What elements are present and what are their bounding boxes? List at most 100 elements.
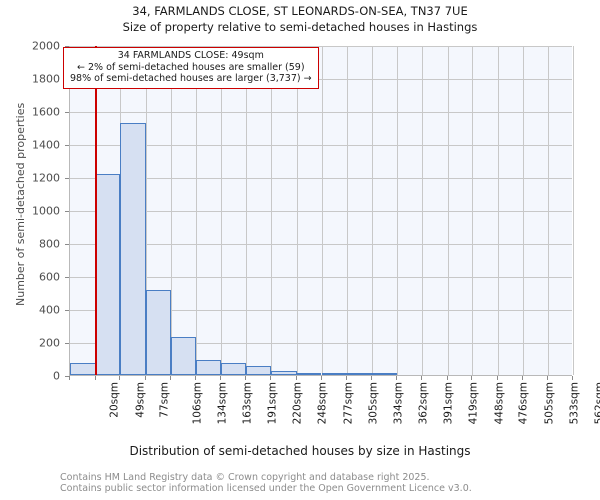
x-axis-tick-mark (496, 376, 498, 380)
gridline (70, 310, 572, 311)
gridline (371, 46, 373, 375)
x-axis-tick-mark (346, 376, 348, 380)
footer-line-2: Contains public sector information licen… (60, 483, 472, 494)
x-axis-tick-label: 533sqm (568, 382, 581, 425)
x-axis-tick-label: 106sqm (191, 382, 204, 425)
x-axis-tick-mark (396, 376, 398, 380)
x-axis-tick-mark (471, 376, 473, 380)
histogram-bar (95, 173, 121, 375)
y-axis-tick-mark (65, 46, 69, 47)
gridline (296, 46, 298, 375)
annotation-line-1: 34 FARMLANDS CLOSE: 49sqm (117, 50, 264, 61)
gridline (347, 46, 349, 375)
gridline (70, 112, 572, 113)
x-axis-tick-label: 49sqm (134, 382, 147, 418)
histogram-bar (170, 337, 197, 375)
gridline (145, 46, 147, 375)
footer-attribution: Contains HM Land Registry data © Crown c… (60, 472, 580, 494)
gridline (497, 46, 499, 375)
gridline (472, 46, 474, 375)
y-axis-tick-label: 1800 (32, 72, 60, 86)
y-axis-tick-label: 200 (39, 336, 60, 350)
gridline (321, 46, 323, 375)
x-axis-tick-label: 220sqm (291, 382, 304, 425)
x-axis-tick-mark (320, 376, 322, 380)
chart-title-block: 34, FARMLANDS CLOSE, ST LEONARDS-ON-SEA,… (0, 4, 600, 35)
x-axis-tick-mark (547, 376, 549, 380)
histogram-bar (246, 365, 272, 375)
x-axis-tick-label: 419sqm (467, 382, 480, 425)
x-axis-tick-label: 562sqm (593, 382, 600, 425)
y-axis-tick-label: 800 (39, 237, 60, 251)
histogram-bar (70, 363, 96, 375)
plot-region (69, 46, 574, 376)
histogram-bar (371, 373, 398, 375)
gridline (422, 46, 424, 375)
gridline (447, 46, 449, 375)
x-axis-tick-mark (446, 376, 448, 380)
x-axis-tick-label: 391sqm (442, 382, 455, 425)
histogram-bar (321, 373, 348, 375)
gridline (246, 46, 248, 375)
x-axis-tick-label: 362sqm (417, 382, 430, 425)
y-axis-tick-label: 1200 (32, 171, 60, 185)
histogram-bar (296, 373, 322, 375)
gridline (70, 145, 572, 146)
x-axis-tick-mark (195, 376, 197, 380)
y-axis-tick-mark (65, 145, 69, 146)
gridline (271, 46, 273, 375)
y-axis-tick-label: 1400 (32, 138, 60, 152)
x-axis-tick-mark (219, 376, 221, 380)
x-axis-tick-label: 163sqm (241, 382, 254, 425)
x-axis-tick-label: 505sqm (543, 382, 556, 425)
x-axis-tick-mark (144, 376, 146, 380)
y-axis-tick-label: 2000 (32, 39, 60, 53)
gridline (522, 46, 524, 375)
y-axis-tick-mark (65, 244, 69, 245)
gridline (70, 343, 572, 344)
gridline (220, 46, 222, 375)
x-axis-tick-mark (69, 376, 70, 380)
x-axis-tick-mark (370, 376, 372, 380)
gridline (70, 79, 572, 80)
histogram-bar (120, 122, 146, 375)
x-axis-tick-mark (295, 376, 297, 380)
gridline (548, 46, 550, 375)
x-axis-tick-label: 305sqm (366, 382, 379, 425)
x-axis-tick-mark (572, 376, 573, 380)
chart-title-line1: 34, FARMLANDS CLOSE, ST LEONARDS-ON-SEA,… (132, 4, 468, 18)
x-axis-tick-label: 20sqm (108, 382, 121, 418)
histogram-bar (271, 370, 297, 375)
x-axis-tick-mark (421, 376, 423, 380)
x-axis-tick-mark (245, 376, 247, 380)
x-axis-tick-label: 134sqm (216, 382, 228, 425)
histogram-bar (145, 290, 171, 375)
x-axis-tick-mark (169, 376, 171, 380)
annotation-line-3: 98% of semi-detached houses are larger (… (70, 73, 312, 84)
gridline (70, 46, 572, 47)
histogram-bar (220, 363, 247, 375)
histogram-bar (196, 360, 221, 375)
x-axis-tick-label: 77sqm (159, 382, 172, 418)
gridline (70, 178, 572, 179)
y-axis-tick-label: 1600 (32, 105, 60, 119)
x-axis-tick-label: 334sqm (392, 382, 405, 425)
y-axis-tick-label: 600 (39, 270, 60, 284)
property-annotation-box: 34 FARMLANDS CLOSE: 49sqm ← 2% of semi-d… (63, 47, 319, 89)
gridline (397, 46, 399, 375)
x-axis-tick-label: 277sqm (342, 382, 355, 425)
x-axis-tick-mark (94, 376, 96, 380)
x-axis-tick-mark (270, 376, 272, 380)
y-axis-tick-mark (65, 277, 69, 278)
gridline (196, 46, 198, 375)
y-axis-tick-mark (65, 343, 69, 344)
chart-title-line2: Size of property relative to semi-detach… (122, 20, 478, 34)
x-axis-tick-label: 476sqm (517, 382, 530, 425)
y-axis-tick-mark (65, 376, 69, 377)
y-axis-tick-mark (65, 310, 69, 311)
y-axis-tick-label: 1000 (32, 204, 60, 218)
x-axis-tick-label: 191sqm (266, 382, 279, 425)
property-marker-line (94, 46, 97, 375)
gridline (170, 46, 172, 375)
